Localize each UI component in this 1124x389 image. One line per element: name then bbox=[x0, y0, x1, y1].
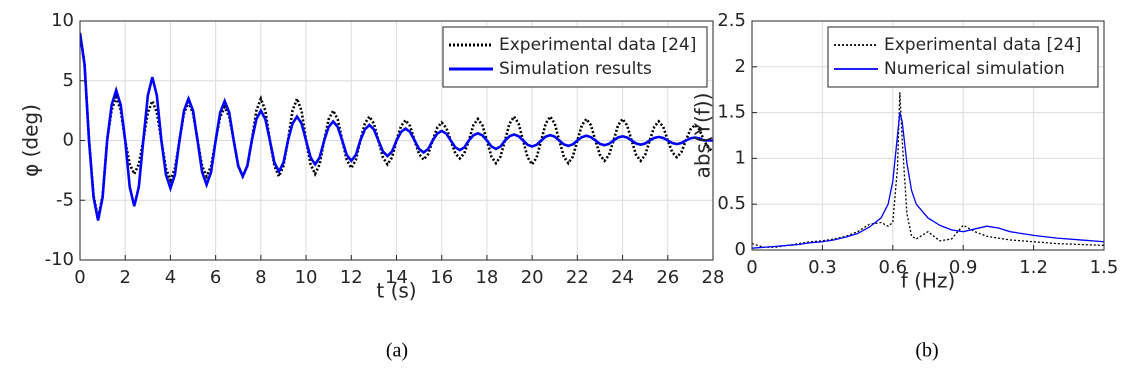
legend-box bbox=[442, 26, 708, 88]
y-tick-label: 5 bbox=[63, 70, 74, 91]
x-tick-label: 1.2 bbox=[1019, 257, 1048, 278]
y-tick-label: -5 bbox=[56, 189, 74, 210]
x-tick-label: 0.9 bbox=[949, 257, 978, 278]
y-tick-label: 0.5 bbox=[717, 193, 746, 214]
caption: (b) bbox=[915, 340, 938, 362]
x-tick-label: 14 bbox=[385, 267, 408, 288]
x-tick-label: 28 bbox=[702, 267, 725, 288]
y-tick-label: 1.5 bbox=[717, 102, 746, 123]
x-tick-label: 22 bbox=[566, 267, 589, 288]
x-axis-label: f (Hz) bbox=[901, 269, 956, 293]
x-axis-label: t (s) bbox=[376, 279, 416, 303]
x-tick-label: 2 bbox=[119, 267, 130, 288]
x-tick-label: 10 bbox=[295, 267, 318, 288]
data-line bbox=[80, 32, 713, 221]
y-tick-label: 0 bbox=[63, 130, 74, 151]
y-axis-label: abs(Y(f)) bbox=[691, 93, 715, 179]
y-tick-label: 0 bbox=[735, 239, 746, 260]
legend-label: Experimental data [24] bbox=[884, 35, 1081, 55]
x-tick-label: 0 bbox=[746, 257, 757, 278]
y-tick-label: 10 bbox=[51, 10, 74, 31]
x-tick-label: 0 bbox=[74, 267, 85, 288]
x-tick-label: 24 bbox=[611, 267, 634, 288]
x-tick-label: 1.5 bbox=[1090, 257, 1119, 278]
x-tick-label: 20 bbox=[521, 267, 544, 288]
y-tick-label: 1 bbox=[735, 147, 746, 168]
x-tick-label: 0.6 bbox=[878, 257, 907, 278]
y-tick-label: 2.5 bbox=[717, 10, 746, 31]
x-tick-label: 12 bbox=[340, 267, 363, 288]
caption: (a) bbox=[386, 340, 408, 362]
x-tick-label: 0.3 bbox=[808, 257, 837, 278]
y-tick-label: 2 bbox=[735, 56, 746, 77]
x-tick-label: 16 bbox=[430, 267, 453, 288]
x-tick-label: 8 bbox=[255, 267, 266, 288]
y-axis-label: φ (deg) bbox=[19, 104, 43, 177]
y-tick-label: -10 bbox=[45, 249, 74, 270]
data-line bbox=[752, 92, 1104, 248]
x-tick-label: 6 bbox=[210, 267, 221, 288]
x-tick-label: 26 bbox=[656, 267, 679, 288]
legend-label: Simulation results bbox=[499, 59, 652, 79]
legend-label: Numerical simulation bbox=[884, 59, 1065, 79]
data-line bbox=[752, 112, 1104, 249]
x-tick-label: 4 bbox=[165, 267, 176, 288]
axes-frame bbox=[751, 20, 1105, 251]
x-tick-label: 18 bbox=[475, 267, 498, 288]
legend-label: Experimental data [24] bbox=[499, 35, 696, 55]
legend-box bbox=[827, 26, 1099, 88]
